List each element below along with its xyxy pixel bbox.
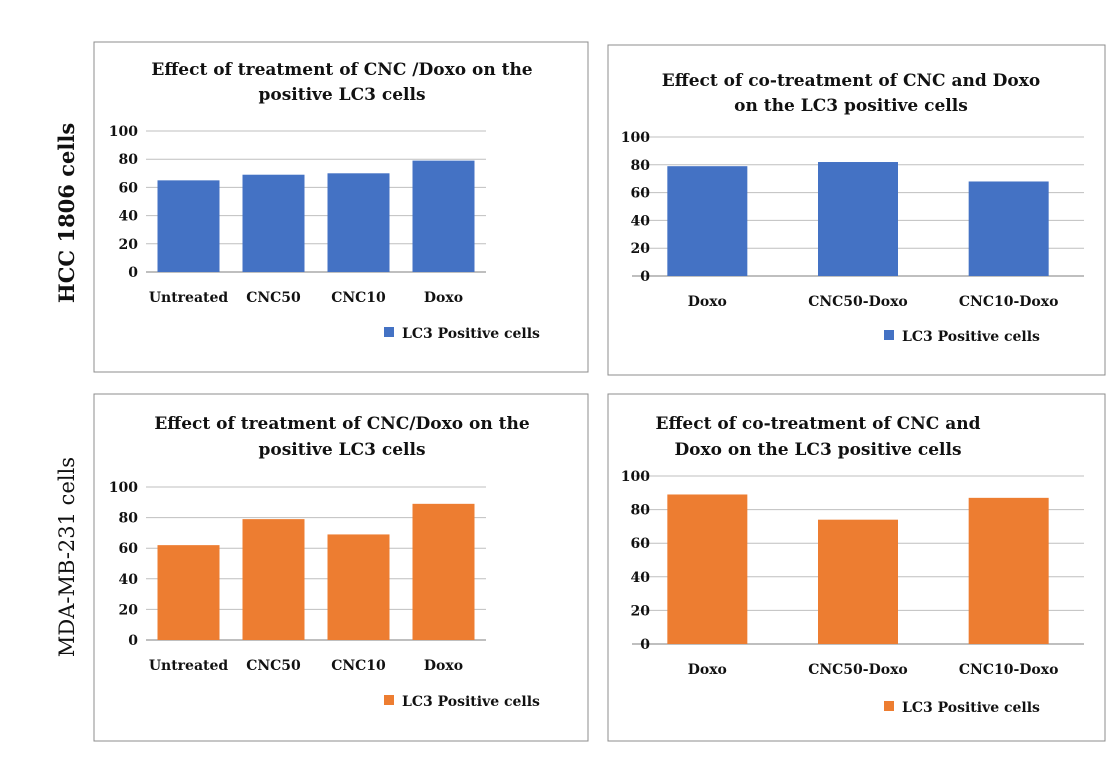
bar	[157, 545, 220, 640]
bar	[157, 180, 220, 272]
y-tick-label: 0	[640, 269, 650, 285]
chart-title-line: Doxo on the LC3 positive cells	[674, 440, 961, 460]
x-category-label: CNC10	[331, 290, 386, 306]
y-tick-label: 60	[119, 180, 139, 196]
y-tick-label: 0	[640, 637, 650, 653]
row-label-hcc1806: HCC 1806 cells	[54, 123, 79, 303]
x-category-label: Untreated	[149, 658, 229, 674]
chart-title-line: positive LC3 cells	[258, 85, 425, 105]
x-category-label: CNC50	[246, 290, 301, 306]
chart-panel-3: Effect of treatment of CNC/Doxo on the po…	[93, 393, 589, 742]
bar	[242, 519, 305, 640]
legend-swatch	[384, 327, 394, 337]
x-category-label: CNC50	[246, 658, 301, 674]
bar	[412, 160, 475, 272]
chart-panel-2: Effect of co-treatment of CNC and Doxo on…	[607, 44, 1106, 376]
y-tick-label: 20	[119, 602, 139, 618]
y-tick-label: 100	[621, 130, 650, 146]
y-tick-label: 40	[119, 572, 139, 588]
y-tick-label: 80	[631, 503, 651, 519]
bar	[968, 497, 1049, 644]
x-category-label: CNC50-Doxo	[808, 294, 908, 310]
x-category-label: Doxo	[424, 658, 463, 674]
x-category-label: Doxo	[688, 294, 727, 310]
x-category-label: CNC10-Doxo	[959, 662, 1059, 678]
y-tick-label: 80	[119, 511, 139, 527]
charts-container: Effect of treatment of CNC /Doxo on the p…	[93, 41, 1106, 742]
chart-title-line: on the LC3 positive cells	[734, 96, 968, 116]
bar	[818, 519, 898, 644]
chart-panel-4: Effect of co-treatment of CNC and Doxo on…	[607, 393, 1106, 742]
x-category-label: CNC50-Doxo	[808, 662, 908, 678]
y-tick-label: 0	[128, 633, 138, 649]
y-tick-label: 100	[109, 480, 138, 496]
y-tick-label: 20	[631, 603, 651, 619]
legend-swatch	[884, 701, 894, 711]
x-category-label: Doxo	[424, 290, 463, 306]
y-tick-label: 20	[631, 241, 651, 257]
chart-title-line: positive LC3 cells	[258, 440, 425, 460]
y-tick-label: 40	[119, 209, 139, 225]
bar	[968, 181, 1049, 276]
x-category-label: Untreated	[149, 290, 229, 306]
y-tick-label: 100	[109, 124, 138, 140]
chart-panel-1: Effect of treatment of CNC /Doxo on the p…	[93, 41, 589, 373]
legend-label: LC3 Positive cells	[402, 326, 540, 342]
legend-label: LC3 Positive cells	[902, 329, 1040, 345]
x-category-label: CNC10	[331, 658, 386, 674]
bar	[327, 534, 390, 640]
bar	[412, 503, 475, 640]
y-tick-label: 80	[119, 152, 139, 168]
chart-title-line: Effect of treatment of CNC/Doxo on the	[154, 414, 530, 434]
y-tick-label: 0	[128, 265, 138, 281]
y-tick-label: 40	[631, 213, 651, 229]
y-tick-label: 20	[119, 237, 139, 253]
y-tick-label: 60	[631, 186, 651, 202]
bar	[667, 494, 748, 644]
y-tick-label: 80	[631, 158, 651, 174]
chart-title-line: Effect of co-treatment of CNC and	[656, 414, 981, 434]
x-category-label: CNC10-Doxo	[959, 294, 1059, 310]
bar	[327, 173, 390, 272]
y-tick-label: 40	[631, 570, 651, 586]
bar	[667, 166, 748, 276]
legend-label: LC3 Positive cells	[902, 700, 1040, 716]
legend-label: LC3 Positive cells	[402, 694, 540, 710]
chart-title-line: Effect of treatment of CNC /Doxo on the	[151, 60, 532, 80]
x-category-label: Doxo	[688, 662, 727, 678]
y-tick-label: 100	[621, 469, 650, 485]
legend-swatch	[384, 695, 394, 705]
bar	[818, 162, 898, 276]
row-label-mda-mb-231: MDA-MB-231 cells	[55, 457, 79, 657]
bar	[242, 174, 305, 272]
y-tick-label: 60	[119, 541, 139, 557]
y-tick-label: 60	[631, 536, 651, 552]
chart-title-line: Effect of co-treatment of CNC and Doxo	[662, 71, 1040, 91]
legend-swatch	[884, 330, 894, 340]
